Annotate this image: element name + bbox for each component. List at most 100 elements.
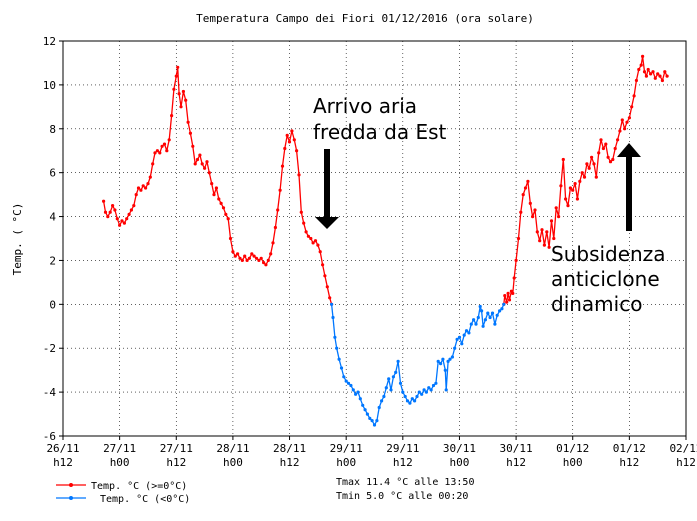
data-point: [488, 315, 492, 320]
data-point: [285, 133, 289, 137]
data-point: [335, 346, 339, 350]
data-point: [641, 54, 645, 59]
data-point: [136, 186, 141, 190]
data-point: [375, 419, 379, 423]
data-point: [575, 197, 580, 201]
data-point: [203, 166, 207, 170]
data-point: [321, 263, 325, 267]
x-tick-label-date: 01/12: [613, 442, 646, 455]
data-point: [476, 315, 480, 320]
data-point: [627, 116, 632, 120]
annotation-subsidence-line1: Subsidenza: [551, 242, 665, 266]
data-point: [380, 399, 384, 403]
data-point: [457, 335, 462, 339]
data-point: [516, 236, 521, 241]
data-point: [632, 94, 636, 98]
data-point: [221, 206, 226, 210]
data-point: [658, 74, 662, 78]
data-point: [250, 252, 254, 256]
data-point: [540, 228, 544, 232]
data-point: [356, 390, 360, 394]
data-point: [533, 208, 537, 212]
data-point: [552, 236, 556, 241]
data-point: [102, 199, 106, 203]
x-tick-label-date: 26/11: [46, 442, 79, 455]
data-point: [403, 394, 407, 399]
data-point: [495, 313, 499, 317]
data-point: [646, 67, 650, 72]
data-point: [580, 171, 584, 175]
data-point: [424, 390, 428, 394]
data-point: [181, 89, 185, 94]
data-point: [165, 149, 169, 153]
data-point: [188, 131, 192, 135]
y-tick-label: 4: [49, 211, 56, 224]
data-point: [141, 184, 145, 188]
data-point: [219, 201, 223, 205]
data-point: [427, 386, 431, 390]
data-point: [503, 294, 507, 298]
data-point: [351, 388, 355, 392]
data-point: [448, 357, 452, 361]
data-point: [531, 215, 535, 219]
data-point: [422, 388, 426, 392]
data-point: [330, 302, 334, 306]
data-point: [644, 74, 649, 78]
data-point: [663, 70, 667, 74]
data-point: [118, 223, 122, 227]
data-point: [396, 359, 400, 363]
legend-label-positive: Temp. °C (>=0°C): [91, 481, 187, 492]
data-point: [441, 357, 445, 361]
data-point: [269, 252, 273, 256]
data-point: [339, 366, 344, 370]
data-point: [176, 65, 180, 69]
data-point: [146, 182, 150, 186]
data-point: [620, 118, 624, 122]
data-point: [512, 276, 516, 280]
data-point: [122, 221, 126, 225]
data-point: [207, 171, 211, 175]
data-point: [331, 315, 335, 320]
data-point: [597, 151, 601, 155]
data-point: [486, 311, 490, 315]
data-point: [535, 230, 539, 234]
data-point: [401, 390, 405, 394]
y-tick-label: -4: [43, 386, 57, 399]
data-point: [228, 236, 233, 241]
data-point: [507, 298, 512, 302]
data-point: [382, 394, 386, 399]
x-tick-label-hour: h00: [563, 456, 583, 469]
data-point: [538, 239, 542, 243]
data-point: [184, 98, 188, 102]
data-point: [243, 254, 247, 258]
data-point: [129, 208, 133, 212]
data-point: [469, 322, 473, 326]
data-point: [637, 67, 641, 72]
x-tick-label-date: 28/11: [216, 442, 249, 455]
data-point: [623, 127, 627, 131]
data-point: [611, 157, 615, 162]
data-point: [151, 162, 155, 166]
data-point: [582, 175, 587, 179]
x-tick-label-hour: h00: [450, 456, 470, 469]
data-point: [266, 258, 270, 262]
data-point: [370, 419, 374, 423]
data-point: [363, 408, 367, 412]
data-point: [514, 258, 518, 262]
data-point: [625, 120, 629, 124]
data-point: [526, 179, 530, 183]
x-tick-label-date: 30/11: [500, 442, 533, 455]
data-point: [434, 381, 438, 385]
data-point: [252, 254, 256, 258]
data-point: [247, 256, 251, 260]
data-point: [186, 120, 190, 124]
series-line: [102, 66, 333, 305]
data-point: [160, 144, 164, 148]
data-point: [561, 157, 565, 162]
data-point: [311, 241, 315, 245]
legend-item-positive: Temp. °C (>=0°C): [56, 481, 187, 492]
arrow-down-icon: [315, 149, 339, 229]
data-point: [292, 138, 296, 142]
data-point: [226, 217, 230, 221]
data-point: [287, 140, 292, 144]
